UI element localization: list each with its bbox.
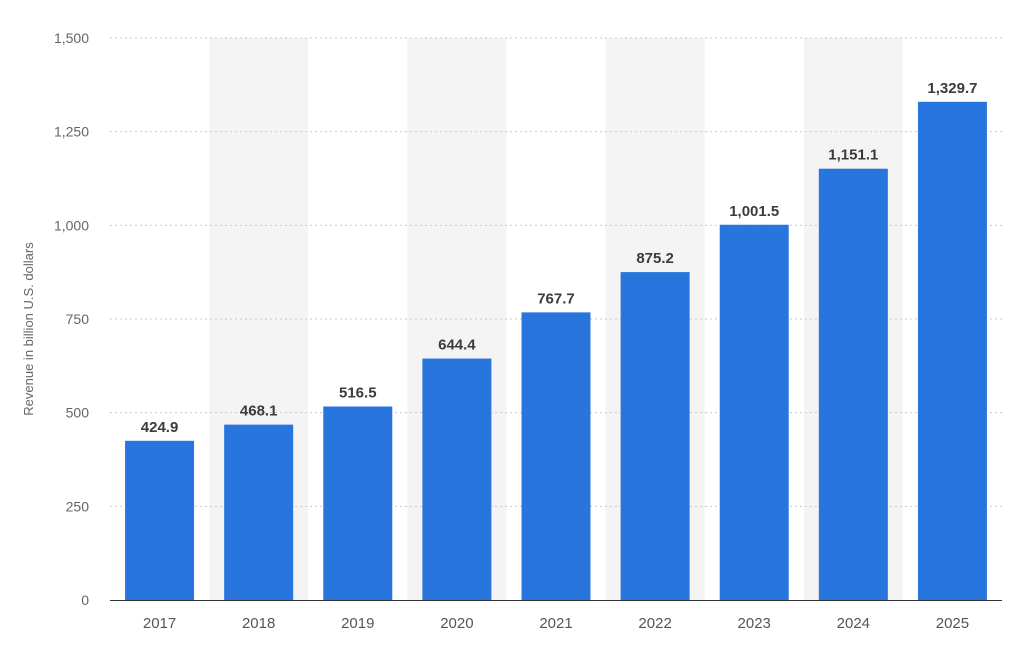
y-tick-label: 500 bbox=[66, 405, 90, 421]
x-tick-label-2021: 2021 bbox=[539, 615, 572, 632]
bar-2021[interactable] bbox=[521, 312, 591, 600]
value-label-2020: 644.4 bbox=[438, 337, 476, 354]
x-tick-label-2022: 2022 bbox=[638, 615, 671, 632]
x-tick-label-2017: 2017 bbox=[143, 615, 176, 632]
value-label-2024: 1,151.1 bbox=[828, 147, 878, 164]
y-tick-label: 1,500 bbox=[54, 30, 89, 46]
y-axis-ticks: 0 250 500 750 1,000 1,250 1,500 bbox=[54, 30, 89, 608]
value-label-2023: 1,001.5 bbox=[729, 203, 779, 220]
x-tick-label-2024: 2024 bbox=[837, 615, 870, 632]
bar-2023[interactable] bbox=[719, 224, 789, 600]
bar-2020[interactable] bbox=[422, 358, 492, 600]
value-label-2022: 875.2 bbox=[636, 250, 674, 267]
y-tick-label: 250 bbox=[66, 498, 90, 514]
x-tick-label-2025: 2025 bbox=[936, 615, 969, 632]
x-tick-label-2018: 2018 bbox=[242, 615, 275, 632]
x-tick-label-2020: 2020 bbox=[440, 615, 473, 632]
bar-2017[interactable] bbox=[125, 440, 195, 600]
value-label-2025: 1,329.7 bbox=[927, 80, 977, 97]
value-label-2019: 516.5 bbox=[339, 384, 377, 401]
value-label-2021: 767.7 bbox=[537, 290, 575, 307]
x-axis-ticks: 2017 2018 2019 2020 2021 2022 2023 2024 2025 bbox=[143, 615, 969, 632]
value-label-2017: 424.9 bbox=[141, 419, 179, 436]
value-label-2018: 468.1 bbox=[240, 403, 278, 420]
y-tick-label: 750 bbox=[66, 311, 90, 327]
bar-2022[interactable] bbox=[620, 272, 690, 600]
y-axis-title: Revenue in billion U.S. dollars bbox=[21, 242, 36, 416]
x-tick-label-2023: 2023 bbox=[738, 615, 771, 632]
y-tick-label: 0 bbox=[81, 592, 89, 608]
bar-2025[interactable] bbox=[917, 101, 987, 601]
bar-2024[interactable] bbox=[818, 168, 888, 601]
x-tick-label-2019: 2019 bbox=[341, 615, 374, 632]
bar-2019[interactable] bbox=[323, 406, 393, 600]
bar-2018[interactable] bbox=[224, 424, 294, 600]
value-labels: 424.9 468.1 516.5 644.4 767.7 875.2 1,001.5 1,1… bbox=[141, 80, 978, 436]
y-tick-label: 1,000 bbox=[54, 217, 89, 233]
bars bbox=[125, 101, 987, 601]
y-tick-label: 1,250 bbox=[54, 124, 89, 140]
